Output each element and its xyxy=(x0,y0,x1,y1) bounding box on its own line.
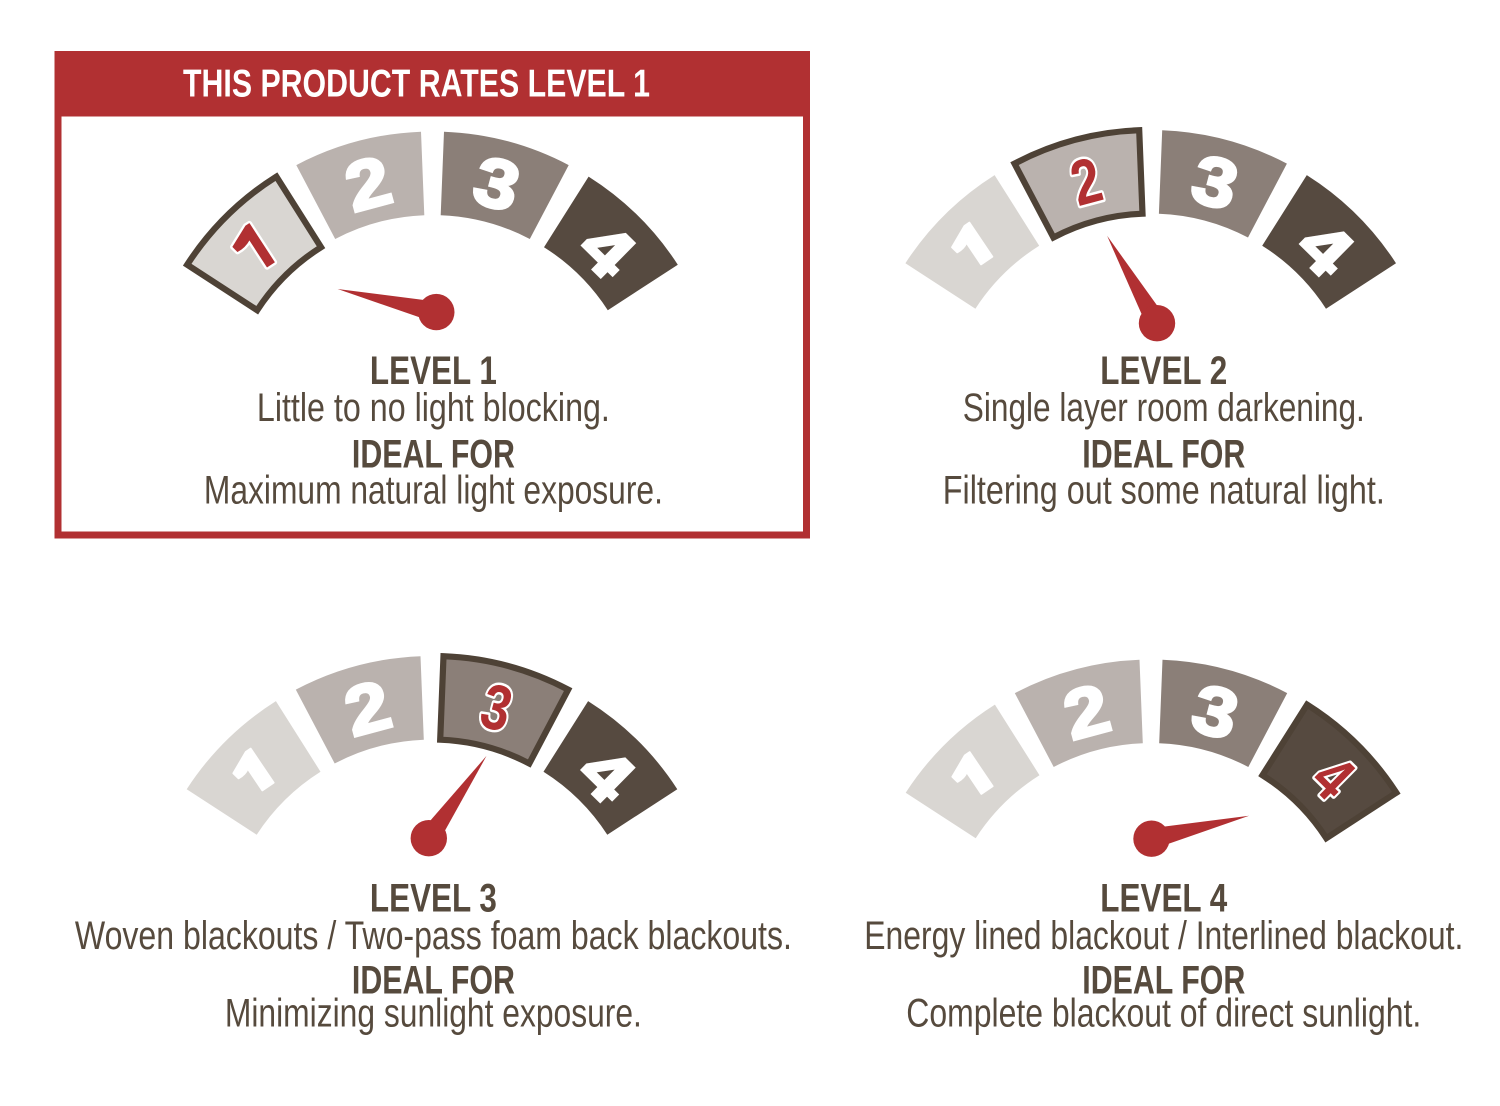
svg-text:Maximum natural light exposure: Maximum natural light exposure. xyxy=(204,468,663,512)
svg-text:IDEAL FOR: IDEAL FOR xyxy=(1082,959,1245,1003)
svg-text:Single layer room darkening.: Single layer room darkening. xyxy=(963,386,1365,430)
svg-text:Woven blackouts / Two-pass foa: Woven blackouts / Two-pass foam back bla… xyxy=(75,914,792,958)
svg-text:Little to no light blocking.: Little to no light blocking. xyxy=(257,386,610,430)
svg-text:LEVEL 4: LEVEL 4 xyxy=(1100,876,1227,920)
svg-text:LEVEL 3: LEVEL 3 xyxy=(370,876,497,920)
svg-text:IDEAL FOR: IDEAL FOR xyxy=(352,959,515,1003)
svg-text:THIS PRODUCT RATES LEVEL 1: THIS PRODUCT RATES LEVEL 1 xyxy=(183,63,650,106)
svg-text:Energy lined blackout / Interl: Energy lined blackout / Interlined black… xyxy=(864,914,1463,958)
svg-text:2: 2 xyxy=(337,665,399,751)
svg-text:Minimizing sunlight exposure.: Minimizing sunlight exposure. xyxy=(225,992,642,1036)
svg-text:2: 2 xyxy=(1056,668,1118,754)
svg-text:IDEAL FOR: IDEAL FOR xyxy=(352,433,515,477)
svg-text:LEVEL 1: LEVEL 1 xyxy=(370,349,497,393)
svg-text:Filtering out some natural lig: Filtering out some natural light. xyxy=(943,468,1385,512)
svg-text:IDEAL FOR: IDEAL FOR xyxy=(1082,433,1245,477)
svg-text:Complete blackout of direct su: Complete blackout of direct sunlight. xyxy=(906,992,1421,1036)
svg-text:LEVEL 2: LEVEL 2 xyxy=(1100,349,1227,393)
